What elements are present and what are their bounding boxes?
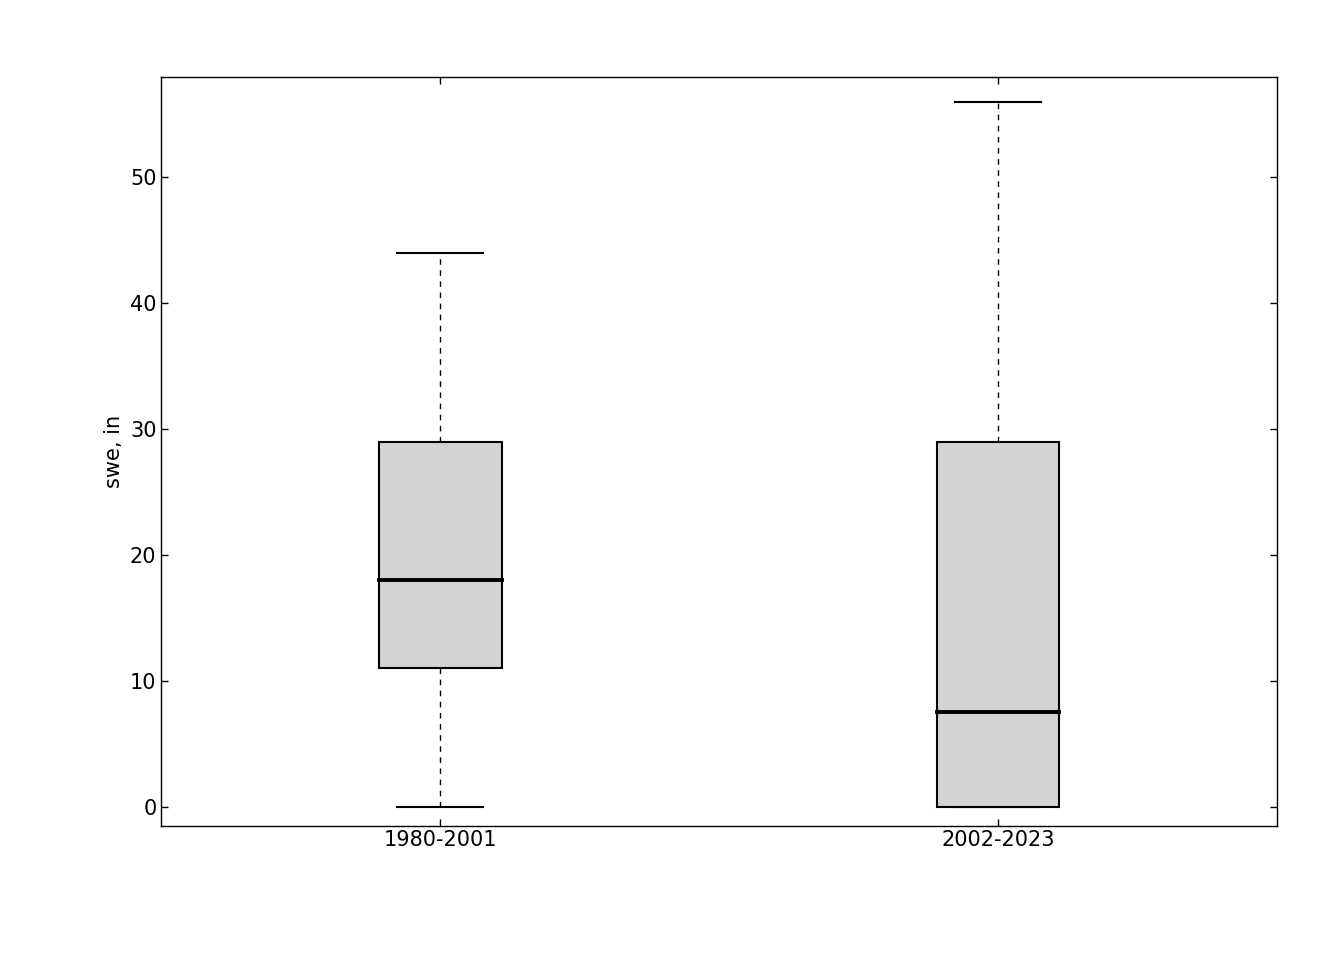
Y-axis label: swe, in: swe, in — [105, 415, 125, 488]
Bar — [937, 442, 1059, 806]
Bar — [379, 442, 501, 668]
